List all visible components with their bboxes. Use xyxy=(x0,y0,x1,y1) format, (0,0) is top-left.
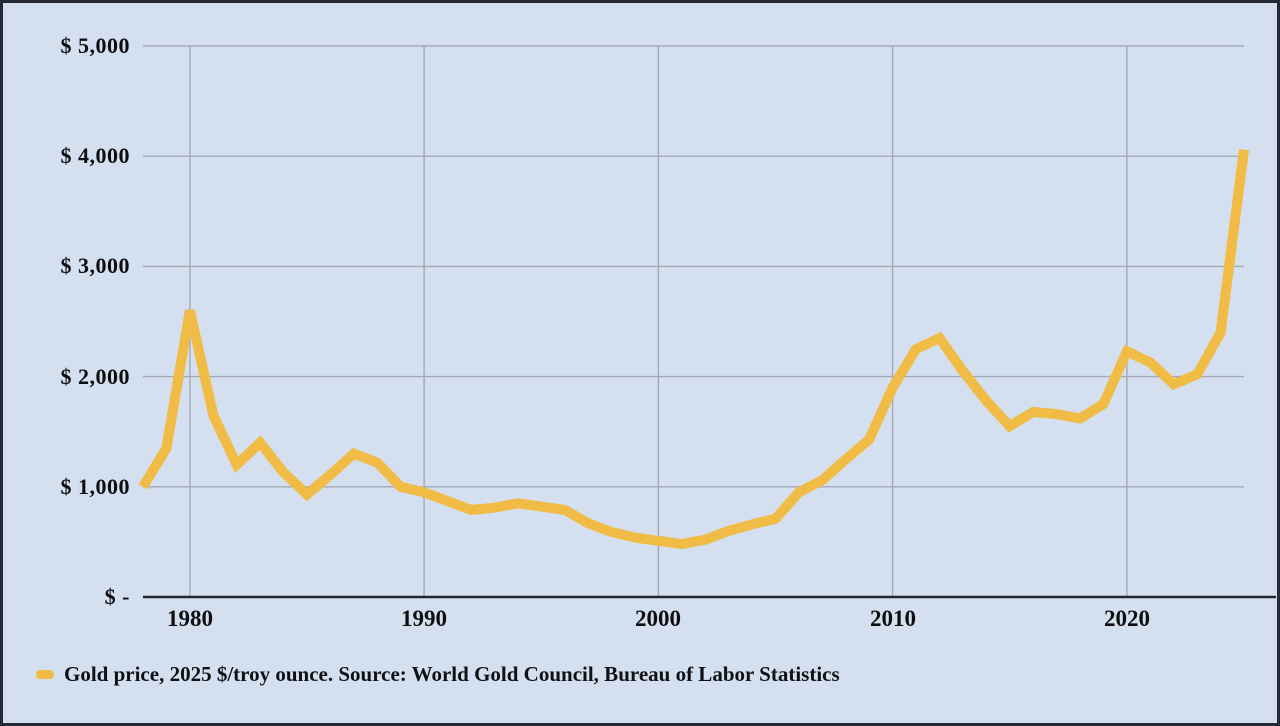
x-axis-tick-label: 2000 xyxy=(635,606,681,631)
x-axis-tick-label: 1980 xyxy=(167,606,213,631)
legend-label: Gold price, 2025 $/troy ounce. Source: W… xyxy=(64,661,840,686)
legend-line-marker-icon xyxy=(36,669,54,679)
legend: Gold price, 2025 $/troy ounce. Source: W… xyxy=(36,659,840,689)
x-axis-tick-label: 2020 xyxy=(1104,606,1150,631)
y-axis-tick-label: $ 3,000 xyxy=(60,253,130,278)
x-axis-tick-label: 2010 xyxy=(870,606,916,631)
y-axis-tick-label: $ 2,000 xyxy=(60,364,130,389)
y-axis-tick-label: $ 4,000 xyxy=(60,143,130,168)
y-axis-tick-label: $ 5,000 xyxy=(60,33,130,58)
x-axis-tick-label: 1990 xyxy=(401,606,447,631)
y-axis-tick-label: $ - xyxy=(104,584,130,609)
gold-price-line xyxy=(138,148,1249,550)
y-axis-tick-label: $ 1,000 xyxy=(60,474,130,499)
